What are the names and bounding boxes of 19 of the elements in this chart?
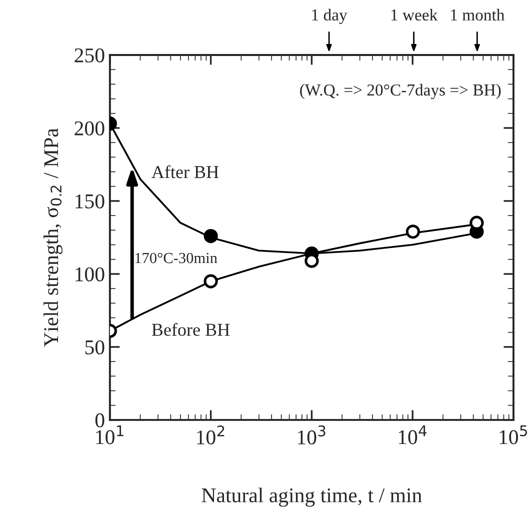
y-tick-label: 250	[74, 48, 104, 62]
y-axis-title: Yield strength, σ$_{0.2}$ / MPa	[44, 128, 62, 347]
series-label: Before BH	[152, 322, 230, 336]
y-tick-label: 0	[95, 413, 104, 428]
y-tick-label: 200	[74, 121, 104, 136]
x-tick-label: 10$^{5}$	[500, 425, 527, 444]
x-tick-label: 10$^{4}$	[398, 425, 427, 444]
y-tick-label: 150	[76, 194, 104, 208]
text: 1 day	[312, 8, 348, 24]
x-axis-title: Natural aging time, t / min	[202, 488, 422, 507]
y-tick-label: 50	[85, 340, 104, 354]
y-tick-label: 100	[76, 267, 104, 282]
text: 1 month	[451, 8, 504, 21]
x-tick-label: 10$^{2}$	[197, 425, 224, 444]
annotation: (W.Q. => 20°C-7days => BH)	[300, 84, 501, 100]
annotation: 170°C-30min	[135, 252, 218, 264]
text: 1 week	[391, 8, 438, 21]
x-tick-label: 10$^{3}$	[298, 425, 326, 444]
legend-label: After BH	[152, 165, 219, 178]
